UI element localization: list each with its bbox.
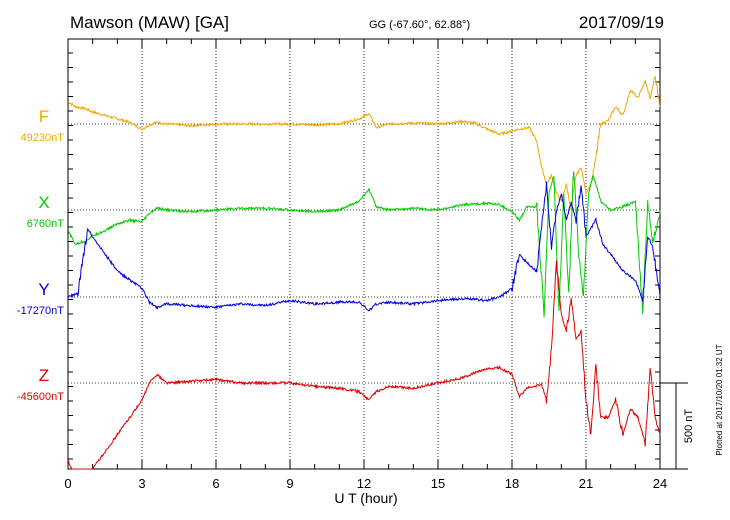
x-axis-label: U T (hour) xyxy=(334,490,397,506)
x-tick-label: 21 xyxy=(579,476,593,491)
series-trace-f xyxy=(67,75,661,211)
x-tick-label: 24 xyxy=(653,476,667,491)
station-coordinates: GG (-67.60°, 62.88°) xyxy=(369,19,470,31)
x-tick-label: 15 xyxy=(431,476,445,491)
station-title: Mawson (MAW) [GA] xyxy=(70,13,229,32)
x-tick-label: 9 xyxy=(286,476,293,491)
x-tick-label: 6 xyxy=(212,476,219,491)
x-tick-label: 12 xyxy=(357,476,371,491)
x-tick-label: 18 xyxy=(505,476,519,491)
trace-group xyxy=(67,75,661,470)
series-baseline-f: 49230nT xyxy=(21,132,65,144)
series-trace-z xyxy=(67,260,661,470)
plot-frame xyxy=(67,38,661,470)
series-baseline-z: -45600nT xyxy=(17,391,64,403)
series-labels: F 49230nT X 6760nT Y -17270nT Z -45600nT xyxy=(17,107,64,403)
series-baseline-x: 6760nT xyxy=(27,218,65,230)
series-trace-x xyxy=(68,171,661,318)
series-name-f: F xyxy=(39,107,49,126)
plotted-timestamp: Plotted at 2017/10/20 01:32 UT xyxy=(715,344,724,455)
scale-bar: 500 nT xyxy=(660,382,695,470)
series-baseline-y: -17270nT xyxy=(17,305,64,317)
axis-ticks xyxy=(67,39,661,469)
x-tick-label: 0 xyxy=(64,476,71,491)
x-tick-label: 3 xyxy=(138,476,145,491)
series-name-z: Z xyxy=(39,366,49,385)
scale-bar-label: 500 nT xyxy=(683,409,695,444)
grid-lines xyxy=(68,39,660,469)
date-label: 2017/09/19 xyxy=(579,13,664,32)
x-tick-labels: 0 3 6 9 12 15 18 21 24 xyxy=(64,476,667,491)
series-name-y: Y xyxy=(38,280,49,299)
series-name-x: X xyxy=(38,193,49,212)
series-trace-y xyxy=(67,181,661,312)
